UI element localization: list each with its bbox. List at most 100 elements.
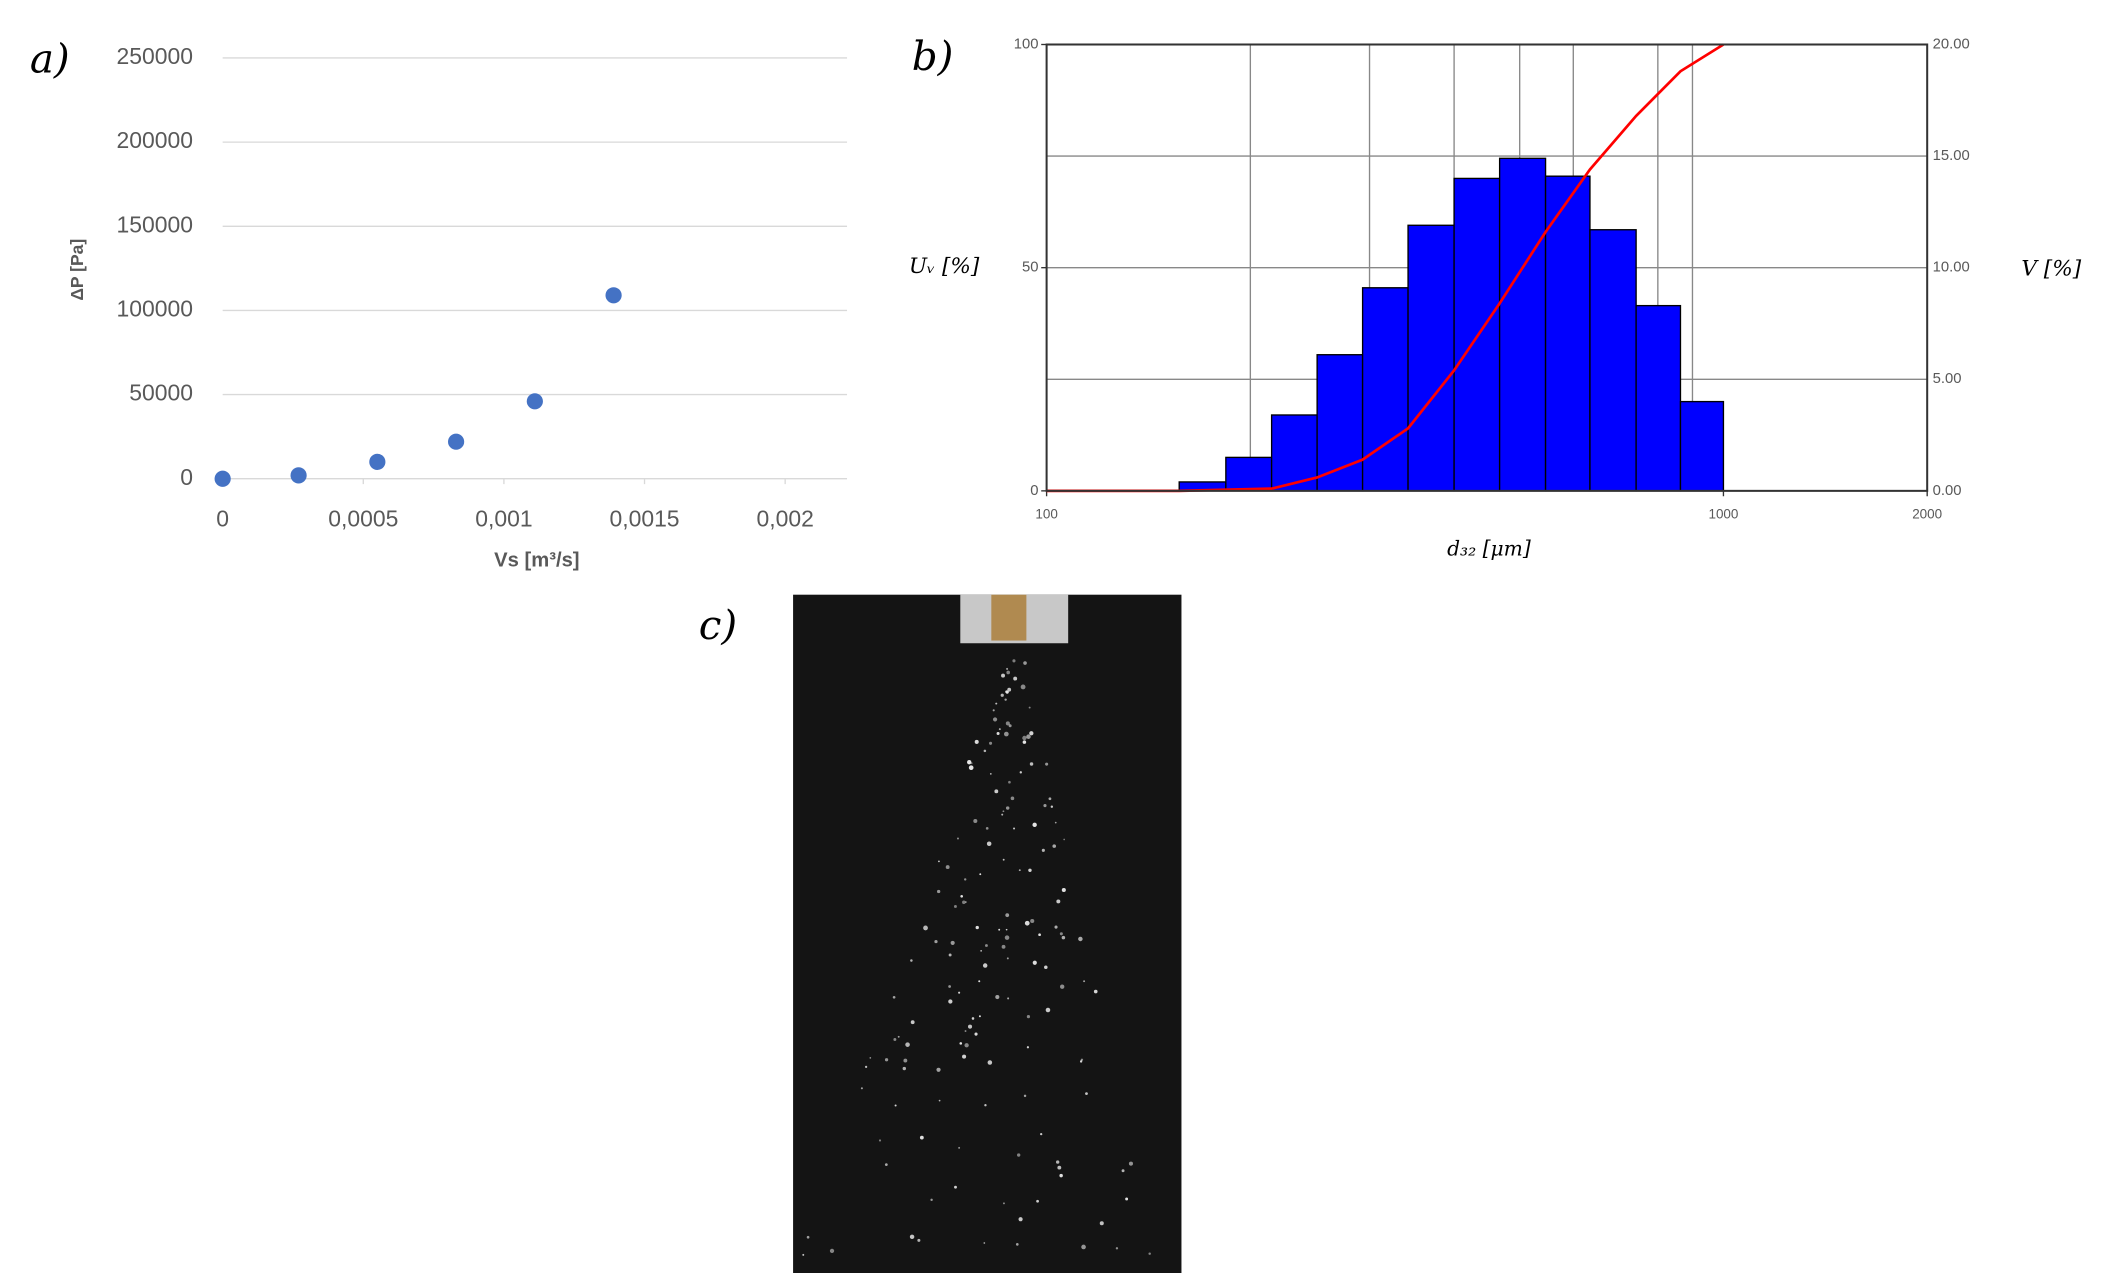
y2-tick-label: 15.00 <box>1933 148 1970 164</box>
y2-tick-label: 0.00 <box>1933 483 1962 499</box>
x-tick-label: 0,002 <box>756 506 813 532</box>
droplet <box>996 732 1000 736</box>
droplet <box>989 772 992 775</box>
droplet <box>1115 1247 1119 1250</box>
x-tick-label: 100 <box>1035 507 1057 522</box>
droplet <box>1013 827 1016 830</box>
droplet <box>984 1104 987 1107</box>
droplet <box>894 1104 897 1107</box>
droplet <box>919 1135 924 1140</box>
cumulative-line <box>1046 43 1725 493</box>
bar <box>1544 175 1591 492</box>
droplet <box>1001 813 1004 816</box>
droplet <box>930 1198 933 1202</box>
y-tick-label: 150000 <box>117 211 193 237</box>
droplet <box>995 995 1000 1000</box>
droplet <box>1026 734 1031 739</box>
point <box>214 470 231 487</box>
droplet <box>973 819 978 824</box>
droplet <box>994 789 999 794</box>
droplet <box>1004 698 1007 701</box>
droplet <box>1125 1197 1129 1201</box>
droplet <box>923 925 928 931</box>
droplet <box>1016 1153 1021 1157</box>
y2-axis-label: V [%] <box>2021 257 2081 282</box>
droplet <box>1006 670 1010 675</box>
droplet <box>1010 796 1015 801</box>
droplet <box>974 739 979 744</box>
droplet <box>958 991 961 994</box>
droplet <box>948 953 952 957</box>
droplet <box>980 950 982 952</box>
droplet <box>1007 687 1012 692</box>
droplet <box>983 749 987 753</box>
droplet <box>1036 1199 1039 1203</box>
droplet <box>1083 980 1086 983</box>
droplet <box>917 1238 921 1242</box>
droplet <box>1080 1058 1084 1061</box>
droplet <box>1001 673 1005 678</box>
droplet <box>1057 1165 1062 1170</box>
droplet <box>1013 676 1018 681</box>
droplet <box>1029 731 1034 736</box>
droplet <box>1054 821 1057 824</box>
bar <box>1316 354 1364 492</box>
droplet <box>1001 944 1006 949</box>
droplet <box>902 1066 907 1071</box>
droplet <box>806 1235 810 1239</box>
y-tick-label: 100000 <box>117 295 193 321</box>
droplet <box>1006 957 1009 960</box>
droplet <box>1022 740 1027 744</box>
droplet <box>884 1163 888 1166</box>
droplet <box>897 1035 900 1038</box>
droplet <box>1003 1202 1005 1205</box>
nozzle-core <box>991 594 1027 641</box>
droplet <box>987 1060 993 1065</box>
droplet <box>1026 1046 1030 1049</box>
droplet <box>1063 838 1066 841</box>
droplet <box>1030 918 1035 924</box>
droplet <box>968 765 974 771</box>
droplet <box>962 1054 967 1059</box>
droplet <box>1005 690 1008 694</box>
droplet <box>864 1065 868 1068</box>
droplet <box>1041 848 1045 852</box>
droplet <box>962 900 966 905</box>
droplet <box>1000 693 1004 697</box>
x-tick-label: 0 <box>216 506 229 532</box>
x-tick-label: 0,0015 <box>609 506 679 532</box>
y-tick-label: 100 <box>1014 36 1039 52</box>
droplet <box>995 702 998 705</box>
point <box>448 433 465 450</box>
droplet <box>1054 925 1058 929</box>
droplet <box>950 940 955 945</box>
droplet <box>1020 684 1026 690</box>
droplet <box>1032 960 1037 965</box>
bar <box>1361 287 1409 492</box>
droplet <box>960 894 964 898</box>
droplet <box>956 837 959 840</box>
droplet <box>974 1032 978 1036</box>
droplet <box>1061 887 1066 893</box>
droplet <box>1078 936 1083 942</box>
point <box>526 393 543 410</box>
droplet <box>1044 965 1048 970</box>
droplet <box>1052 844 1057 848</box>
panel-label: a) <box>30 35 70 83</box>
droplet <box>958 1146 961 1149</box>
droplet <box>964 1030 967 1032</box>
y-tick-label: 200000 <box>117 127 193 153</box>
droplet <box>1015 1242 1019 1246</box>
droplet <box>998 728 1001 731</box>
droplet <box>1045 762 1049 766</box>
droplet <box>829 1248 835 1254</box>
x-axis-label: d₃₂ [μm] <box>1447 537 1531 561</box>
droplet <box>869 1057 872 1059</box>
droplet <box>909 1234 915 1240</box>
droplet <box>1059 932 1063 936</box>
spray-photo <box>793 594 1182 1273</box>
y-tick-label: 250000 <box>117 43 193 69</box>
droplet <box>1002 858 1005 861</box>
bar <box>1225 456 1273 492</box>
